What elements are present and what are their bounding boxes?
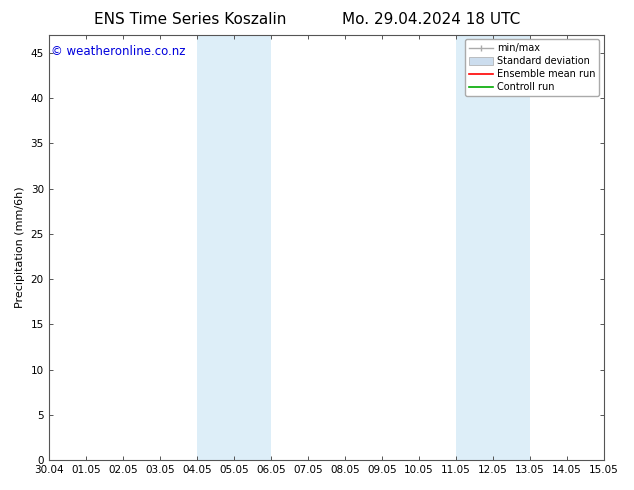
Bar (456, 35, 530, 460)
Bar (197, 35, 271, 460)
Text: © weatheronline.co.nz: © weatheronline.co.nz (51, 45, 186, 58)
Y-axis label: Precipitation (mm/6h): Precipitation (mm/6h) (15, 187, 25, 308)
Text: Mo. 29.04.2024 18 UTC: Mo. 29.04.2024 18 UTC (342, 12, 521, 27)
Text: ENS Time Series Koszalin: ENS Time Series Koszalin (94, 12, 287, 27)
Legend: min/max, Standard deviation, Ensemble mean run, Controll run: min/max, Standard deviation, Ensemble me… (465, 40, 599, 96)
